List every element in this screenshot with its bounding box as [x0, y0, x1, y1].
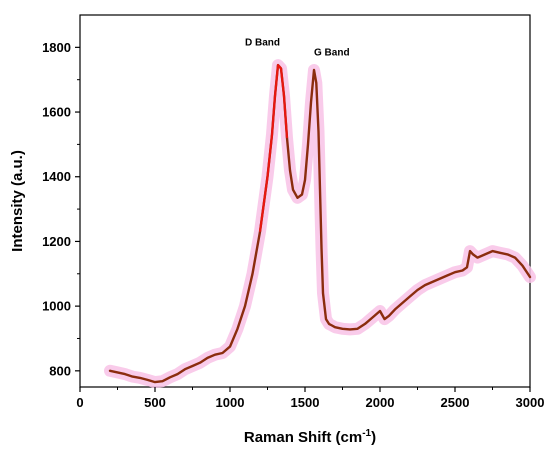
x-axis-title-main: Raman Shift (cm	[244, 429, 362, 446]
y-tick-label: 1200	[42, 234, 71, 249]
y-tick-label: 800	[49, 363, 71, 378]
x-tick-label: 3000	[516, 395, 545, 410]
y-tick-label: 1400	[42, 169, 71, 184]
spectrum-line	[108, 63, 532, 384]
d-band-highlight	[258, 63, 289, 232]
x-axis: 0 500 1000 1500 2000 2500 3000	[76, 387, 544, 410]
x-tick-label: 500	[144, 395, 166, 410]
x-axis-title-sup: -1	[362, 428, 371, 439]
annotation-label: G Band	[314, 47, 350, 58]
series-layer	[108, 63, 532, 384]
x-tick-label: 1500	[291, 395, 320, 410]
y-tick-label: 1000	[42, 299, 71, 314]
y-tick-label: 1600	[42, 105, 71, 120]
plot-frame	[79, 14, 531, 388]
y-axis: 800 1000 1200 1400 1600 1800	[42, 40, 80, 378]
annotation-layer: D Band G Band	[245, 38, 350, 59]
x-tick-label: 0	[76, 395, 83, 410]
x-tick-label: 2500	[441, 395, 470, 410]
plot-area	[79, 14, 536, 389]
x-tick-label: 1000	[216, 395, 245, 410]
y-axis-title: Intensity (a.u.)	[9, 150, 26, 252]
y-tick-label: 1800	[42, 40, 71, 55]
annotation-label: D Band	[245, 38, 280, 49]
x-axis-title: Raman Shift (cm-1)	[244, 428, 376, 446]
x-tick-label: 2000	[366, 395, 395, 410]
x-axis-title-close: )	[371, 429, 376, 446]
